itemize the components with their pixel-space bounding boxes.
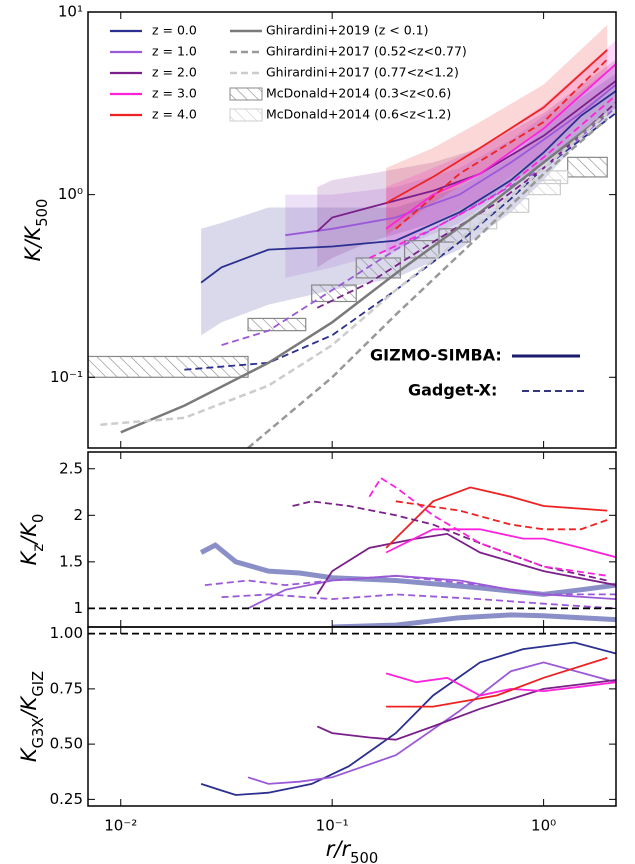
y-tick-label: 0.75 (50, 679, 83, 697)
y-tick-label: 1 (73, 599, 83, 617)
line (316, 532, 616, 595)
label-part: GIZ (30, 671, 47, 697)
legend-label: z = 4.0 (152, 107, 197, 122)
line (221, 593, 616, 610)
legend-label: Ghirardini+2019 (z < 0.1) (266, 23, 428, 38)
axis-label: r/r500 (326, 837, 378, 864)
axis-label: Kz/K0 (17, 514, 47, 566)
x-tick-label: 10⁻² (104, 817, 137, 835)
line (100, 112, 609, 426)
line (385, 486, 608, 549)
line (316, 80, 616, 232)
label-part: z (30, 544, 47, 552)
label-part: /K (17, 521, 41, 546)
hatch-box (403, 240, 440, 259)
y-tick-label: 10⁻¹ (50, 368, 83, 386)
scatter-band (386, 24, 608, 236)
y-tick-label: 10⁰ (58, 185, 83, 203)
line (395, 500, 608, 531)
y-tick-label: 2.5 (59, 459, 83, 477)
legend-label: z = 0.0 (152, 23, 197, 38)
label-part: 500 (34, 199, 51, 227)
line (368, 476, 608, 577)
legend-label: McDonald+2014 (0.3<z<0.6) (266, 86, 451, 101)
label-part: r/r (326, 837, 352, 861)
line (385, 63, 616, 230)
axes-frame (87, 626, 617, 807)
annotation: GIZMO-SIMBA: (370, 346, 502, 365)
legend-label: z = 2.0 (152, 65, 197, 80)
y-tick-label: 1.5 (59, 552, 83, 570)
line (199, 542, 616, 597)
line (385, 672, 616, 697)
label-part: K (17, 746, 41, 762)
hatch-box (567, 156, 608, 178)
line (385, 528, 616, 559)
x-tick-label: 10⁻¹ (316, 817, 349, 835)
scatter-band (201, 73, 616, 336)
annotation: Gadget-X: (408, 381, 497, 400)
plot-area (200, 641, 616, 796)
line (369, 94, 616, 259)
line (292, 500, 608, 582)
legend-swatch (229, 87, 263, 101)
legend-label: z = 3.0 (152, 86, 197, 101)
line (385, 49, 608, 204)
legend-label: z = 1.0 (152, 44, 197, 59)
line (285, 83, 616, 237)
scatter-band (317, 59, 616, 268)
legend-label: Ghirardini+2017 (0.77<z<1.2) (266, 65, 459, 80)
line (200, 90, 616, 284)
hatch-box (88, 355, 249, 378)
legend-swatch (229, 108, 263, 122)
y-tick-label: 0.50 (50, 735, 83, 753)
line (200, 641, 616, 796)
plot-area (88, 24, 616, 448)
line (316, 679, 616, 741)
line (247, 661, 616, 785)
line (247, 117, 609, 448)
y-tick-label: 0.25 (50, 790, 83, 808)
axis-label: KG3X/KGIZ (17, 671, 47, 762)
label-part: K/K (21, 224, 45, 261)
axis-label: K/K500 (21, 199, 51, 262)
plot-area (199, 476, 616, 627)
y-tick-label: 10¹ (58, 3, 83, 21)
line (204, 574, 616, 596)
y-tick-label: 2 (73, 506, 83, 524)
hatch-box (311, 284, 357, 303)
label-part: 500 (350, 850, 378, 864)
label-part: G3X (30, 718, 47, 749)
legend-label: McDonald+2014 (0.6<z<1.2) (266, 107, 451, 122)
x-tick-label: 10⁰ (531, 817, 556, 835)
legend-label: Ghirardini+2017 (0.52<z<0.77) (266, 44, 467, 59)
y-tick-label: 1.00 (50, 624, 83, 642)
label-part: /K (17, 694, 41, 719)
line (395, 58, 608, 230)
line (120, 112, 608, 434)
line (332, 612, 616, 627)
line (386, 657, 608, 708)
label-part: K (17, 549, 41, 565)
scatter-band (285, 63, 616, 278)
label-part: 0 (30, 514, 47, 523)
axes-frame (87, 11, 617, 449)
